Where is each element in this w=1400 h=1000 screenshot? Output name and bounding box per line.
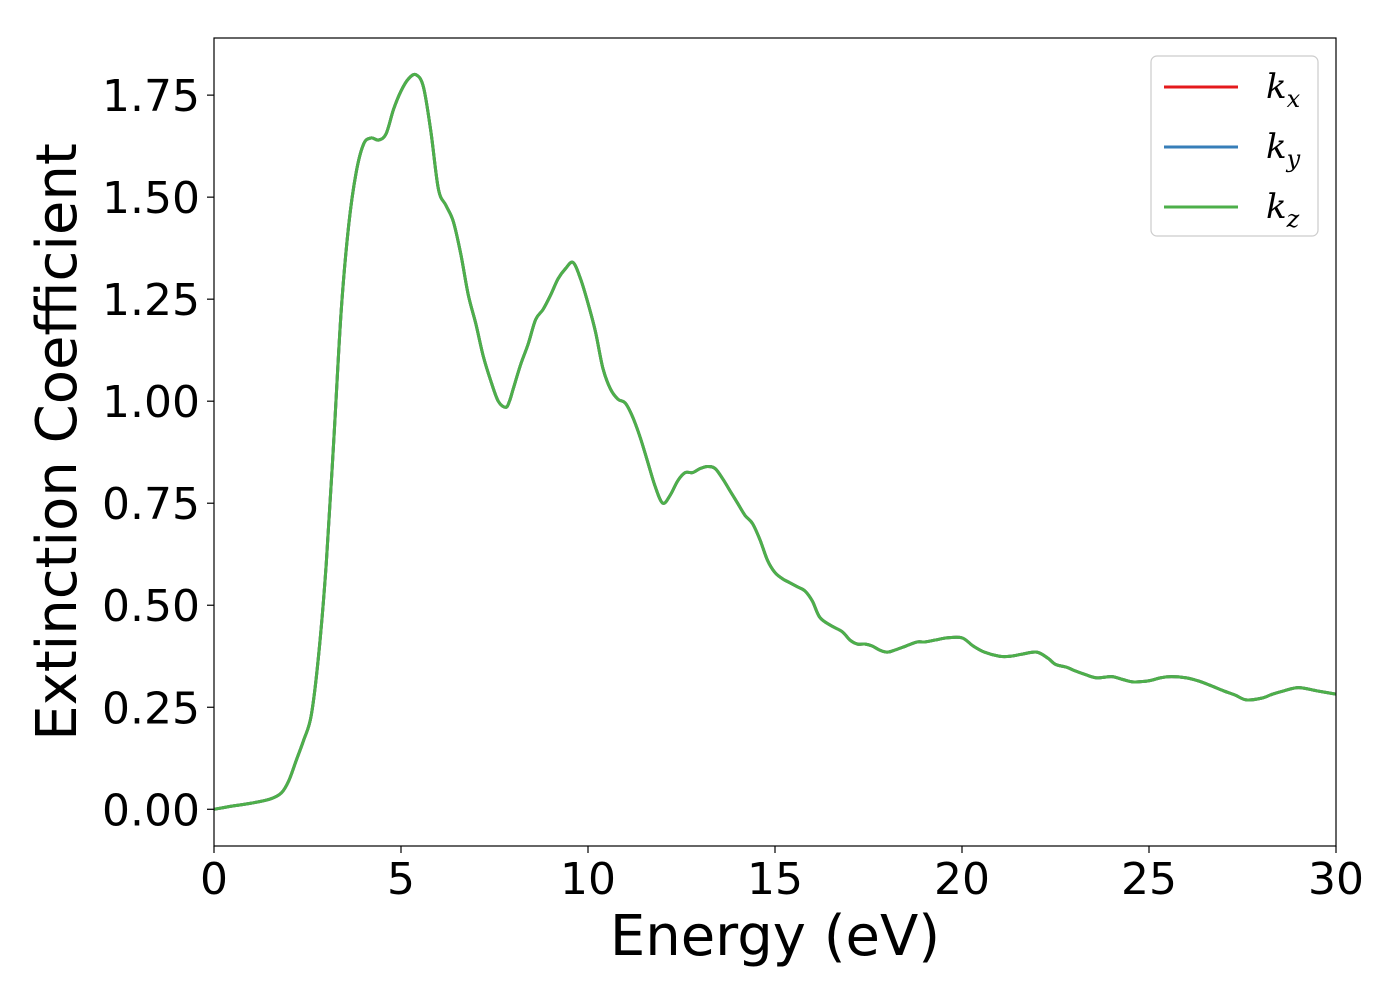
x-tick-label: 10 [560, 854, 616, 905]
x-tick-label: 30 [1308, 854, 1364, 905]
y-tick-label: 1.50 [102, 173, 200, 224]
x-tick-label: 20 [934, 854, 990, 905]
x-tick-label: 15 [747, 854, 803, 905]
x-tick-label: 5 [387, 854, 415, 905]
y-tick-label: 1.75 [102, 71, 200, 122]
x-tick-label: 0 [200, 854, 228, 905]
legend-label-kz: kz [1266, 187, 1300, 233]
y-axis-ticks: 0.00 0.25 0.50 0.75 1.00 1.25 1.50 1.75 [102, 71, 214, 836]
x-tick-label: 25 [1121, 854, 1177, 905]
y-tick-label: 0.00 [102, 785, 200, 836]
legend-label-ky: ky [1266, 127, 1301, 173]
x-axis-label: Energy (eV) [610, 904, 940, 969]
y-tick-label: 1.25 [102, 275, 200, 326]
y-tick-label: 0.75 [102, 479, 200, 530]
y-tick-label: 0.25 [102, 683, 200, 734]
series-layer [214, 72, 1336, 811]
legend-label-kx: kx [1266, 67, 1301, 113]
series-line-kz [214, 72, 1336, 811]
legend: kx ky kz [1150, 55, 1319, 237]
x-axis-ticks: 0 5 10 15 20 25 30 [200, 846, 1364, 905]
y-tick-label: 0.50 [102, 581, 200, 632]
y-axis-label: Extinction Coefficient [25, 143, 90, 741]
y-tick-label: 1.00 [102, 377, 200, 428]
